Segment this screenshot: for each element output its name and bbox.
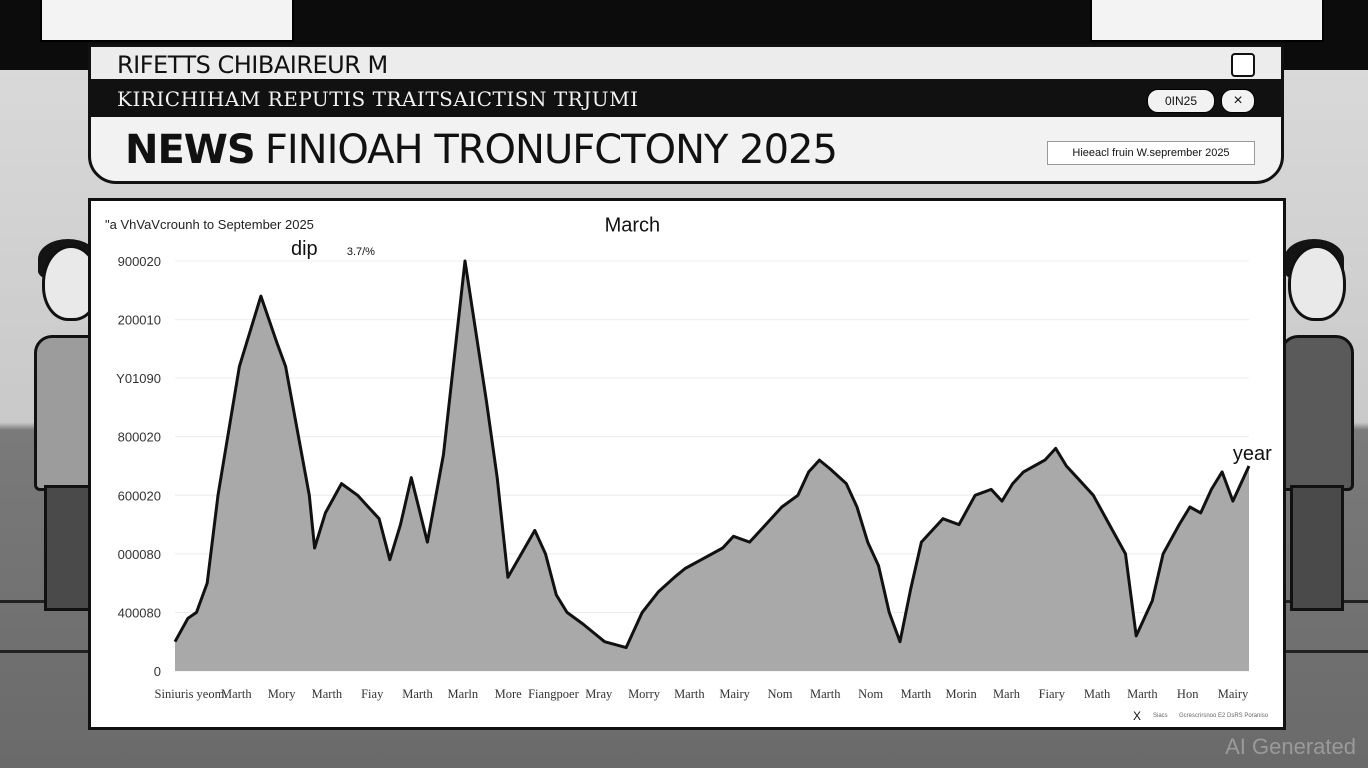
area-series (175, 261, 1249, 671)
y-tick-label: 900020 (118, 254, 161, 269)
x-tick-label: Nom (858, 687, 883, 701)
x-tick-label: Marth (901, 687, 932, 701)
x-tick-label: Marth (221, 687, 252, 701)
watermark: AI Generated (1225, 734, 1356, 759)
chart-source: Gcrescrirsnoo E2 DsRS Poraniso (1179, 713, 1269, 719)
person-right (1276, 239, 1356, 625)
x-tick-label: Morry (628, 687, 661, 701)
x-tick-label: Marth (402, 687, 433, 701)
y-tick-label: 0 (154, 664, 161, 679)
chart-footer-note: Siacs (1153, 713, 1168, 719)
chart-annotation: March (605, 215, 661, 237)
x-tick-label: Fiangpoer (528, 687, 580, 701)
y-tick-label: 000080 (118, 547, 161, 562)
headline-row: NEWS FINIOAH TRONUFCTONY 2025 Hieeacl fr… (91, 117, 1281, 185)
chart-subtitle: "a VhVaVcrounh to September 2025 (105, 217, 314, 232)
x-tick-label: Fiary (1039, 687, 1066, 701)
app-icon[interactable] (1231, 53, 1255, 77)
x-tick-label: Hon (1177, 687, 1199, 701)
x-tick-label: Mairy (1218, 687, 1249, 701)
x-tick-label: Morin (946, 687, 978, 701)
x-tick-label: Mray (585, 687, 613, 701)
x-axis: Siniuris yeom.Marth Mory Marth Fiay Marth Mar… (155, 687, 1249, 701)
navbar: KIRICHIHAM REPUTIS TRAITSAICTISN TRJUMI … (91, 81, 1281, 117)
x-tick-label: Math (1084, 687, 1111, 701)
x-tick-label: Marln (448, 687, 479, 701)
chart-annotation: dip (291, 238, 318, 260)
y-tick-label: Y01090 (116, 371, 161, 386)
x-tick-label: Marth (810, 687, 841, 701)
close-button[interactable]: × (1221, 89, 1255, 113)
annotations: dip 3.7/% March year (291, 215, 1272, 465)
area-chart: 900020 200010 Y01090 800020 600020 000080 4000… (105, 215, 1272, 701)
torso (1280, 335, 1354, 491)
x-tick-label: Marh (993, 687, 1021, 701)
y-tick-label: 400080 (118, 605, 161, 620)
ceiling-light (1090, 0, 1324, 42)
head (1288, 245, 1346, 321)
x-tick-label: Marth (312, 687, 343, 701)
chart-close-icon[interactable]: X (1133, 709, 1142, 723)
x-tick-label: Mairy (719, 687, 750, 701)
series-line (173, 259, 1251, 650)
y-tick-label: 600020 (118, 488, 161, 503)
date-range-field[interactable]: Hieeacl fruin W.seprember 2025 (1047, 141, 1255, 165)
chart-annotation: year (1233, 443, 1272, 465)
nav-text[interactable]: KIRICHIHAM REPUTIS TRAITSAICTISN TRJUMI (117, 87, 639, 111)
y-tick-label: 800020 (118, 430, 161, 445)
legs (1290, 485, 1344, 611)
x-tick-label: Marth (674, 687, 705, 701)
y-tick-label: 200010 (118, 313, 161, 328)
headline-rest: FINIOAH TRONUFCTONY 2025 (264, 127, 838, 173)
chart-panel: 900020 200010 Y01090 800020 600020 000080 4000… (88, 198, 1286, 730)
page-title: NEWS FINIOAH TRONUFCTONY 2025 (125, 127, 838, 173)
x-tick-label: Mory (268, 687, 297, 701)
ceiling-light (40, 0, 294, 42)
x-tick-label: Fiay (361, 687, 384, 701)
x-tick-label: More (495, 687, 523, 701)
titlebar: RIFETTS CHIBAIREUR M (91, 47, 1281, 81)
window-title: RIFETTS CHIBAIREUR M (117, 51, 388, 79)
year-pill-button[interactable]: 0IN25 (1147, 89, 1215, 113)
app-window: RIFETTS CHIBAIREUR M KIRICHIHAM REPUTIS … (88, 44, 1284, 184)
x-tick-label: Siniuris yeom. (155, 687, 228, 701)
headline-lead: NEWS (125, 127, 256, 173)
x-tick-label: Nom (767, 687, 792, 701)
chart-annotation: 3.7/% (347, 246, 375, 258)
x-tick-label: Marth (1127, 687, 1158, 701)
y-axis: 900020 200010 Y01090 800020 600020 000080 4000… (116, 254, 161, 679)
